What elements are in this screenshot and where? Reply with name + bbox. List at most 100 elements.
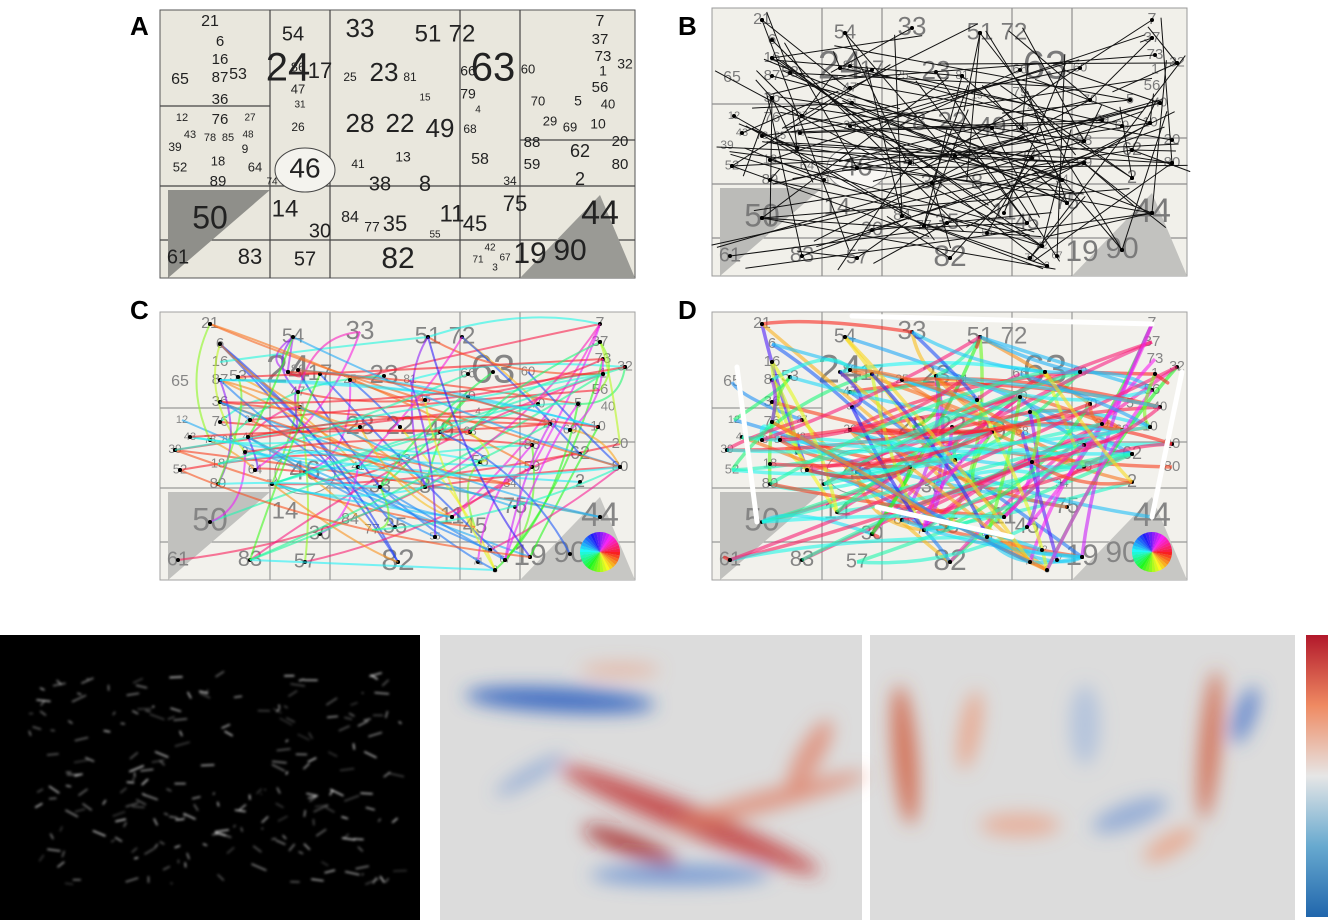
edge-stroke xyxy=(34,802,43,809)
color-wheel xyxy=(582,552,600,565)
saccade xyxy=(761,217,1056,270)
edge-stroke xyxy=(232,824,237,828)
saccade xyxy=(839,67,1035,107)
flow-curve xyxy=(217,373,469,465)
edge-stroke xyxy=(153,843,159,849)
color-wheel xyxy=(600,552,616,568)
flow-curve xyxy=(761,514,1005,524)
edge-stroke xyxy=(377,818,382,823)
edge-stroke xyxy=(170,707,182,713)
edge-stroke xyxy=(374,691,390,695)
table-number: 71 xyxy=(472,255,484,266)
flow-curve xyxy=(599,341,610,391)
saccade xyxy=(761,19,849,90)
table-number: 78 xyxy=(204,132,216,144)
fixation xyxy=(800,254,804,258)
edge-stroke xyxy=(65,784,72,788)
table-number: 67 xyxy=(499,253,511,264)
edge-stroke xyxy=(214,831,227,837)
fixation xyxy=(1043,370,1047,374)
fixation xyxy=(770,74,774,78)
saccade xyxy=(772,127,1023,185)
fixation xyxy=(1028,256,1032,260)
edge-stroke xyxy=(134,856,139,860)
flow-curve xyxy=(249,423,551,561)
edge-stroke xyxy=(103,729,111,733)
color-wheel xyxy=(600,552,619,562)
fixation xyxy=(1040,244,1044,248)
saccade xyxy=(770,69,873,95)
saccade xyxy=(1029,55,1186,259)
edge-stroke xyxy=(329,789,334,796)
flow-curve xyxy=(217,448,481,465)
color-wheel xyxy=(600,533,610,552)
flow-curve xyxy=(249,373,321,561)
edge-stroke xyxy=(36,699,51,703)
edge-stroke xyxy=(46,753,59,756)
edge-stroke xyxy=(214,829,230,833)
fixation xyxy=(770,420,774,424)
table-number: 25 xyxy=(343,70,357,84)
flow-curve xyxy=(219,401,251,421)
fixation xyxy=(990,126,994,130)
fixation xyxy=(843,31,847,35)
edge-stroke xyxy=(129,765,145,773)
table-number: 6 xyxy=(768,335,776,352)
table-number: 22 xyxy=(386,108,415,138)
fixation xyxy=(760,438,764,442)
edge-stroke xyxy=(379,875,385,883)
fixation xyxy=(770,96,774,100)
edge-stroke xyxy=(36,788,44,793)
table-number: 19 xyxy=(1065,235,1098,268)
edge-stroke xyxy=(221,723,231,729)
table-number: 2 xyxy=(575,169,585,189)
fixation xyxy=(848,64,852,68)
edge-stroke xyxy=(64,882,74,886)
fixation xyxy=(503,558,507,562)
edge-stroke xyxy=(365,806,375,811)
edge-stroke xyxy=(389,772,405,778)
table-number: 44 xyxy=(581,194,619,232)
saccade xyxy=(714,70,1043,247)
flow-curve xyxy=(731,458,956,476)
color-wheel xyxy=(581,552,600,562)
table-number: 65 xyxy=(171,71,189,88)
edge-stroke xyxy=(65,809,79,818)
panel-label: D xyxy=(678,295,697,325)
table-number: 76 xyxy=(212,111,229,128)
edge-stroke xyxy=(240,827,244,832)
table-number: 24 xyxy=(266,46,311,90)
flow-curve xyxy=(427,336,604,376)
divergence-blob xyxy=(1231,686,1259,744)
fixation xyxy=(770,56,774,60)
table-number: 41 xyxy=(351,157,365,171)
saccade xyxy=(1056,54,1066,257)
table-number: 57 xyxy=(294,248,316,270)
fixation xyxy=(855,256,859,260)
table-number: 37 xyxy=(592,31,609,48)
fixation xyxy=(805,468,809,472)
table-number: 15 xyxy=(419,93,431,104)
edge-stroke xyxy=(357,720,369,727)
flow-curve xyxy=(439,402,579,433)
edge-stroke xyxy=(81,677,94,684)
fixation xyxy=(450,515,454,519)
fixation xyxy=(248,418,252,422)
table-shape xyxy=(520,195,635,278)
edge-stroke xyxy=(32,726,42,731)
edge-stroke xyxy=(129,751,139,760)
edge-map xyxy=(28,670,407,886)
fixation xyxy=(768,462,772,466)
fixation xyxy=(218,342,222,346)
flow-curve xyxy=(599,341,621,445)
edge-stroke xyxy=(40,700,46,706)
color-wheel xyxy=(1136,552,1152,568)
flow-curve xyxy=(577,366,626,406)
color-wheel xyxy=(1139,534,1152,552)
edge-stroke xyxy=(279,717,293,726)
divergence-blob xyxy=(787,719,833,791)
table-number: 75 xyxy=(503,191,527,216)
color-wheel xyxy=(600,552,604,572)
fixation xyxy=(466,372,470,376)
